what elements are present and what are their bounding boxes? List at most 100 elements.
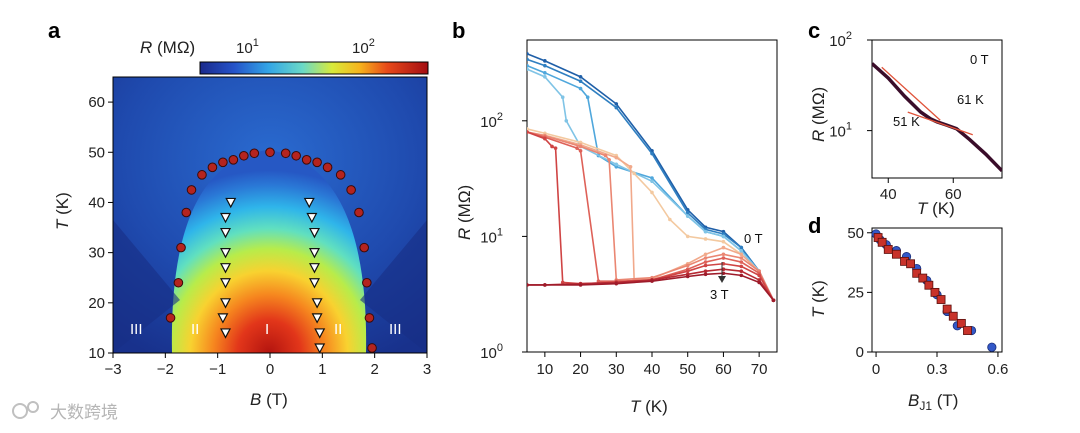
triangle-point-14	[308, 278, 320, 289]
b-series-point-1-0	[527, 57, 529, 62]
b-series-point-10-7	[721, 271, 726, 276]
b-series-point-10-9	[757, 280, 761, 285]
b-series-point-3-0	[527, 67, 529, 71]
colorbar-label: R (MΩ)	[140, 38, 195, 57]
boundary-point-4	[186, 185, 197, 195]
boundary-point-2	[176, 242, 186, 253]
b-series-point-7-8	[703, 260, 708, 264]
b-series-point-1-4	[650, 151, 654, 156]
b-xtick-label-1: 20	[572, 361, 589, 378]
b-series-point-4-8	[703, 237, 708, 241]
b-series-point-6-9	[721, 252, 726, 257]
b-series-point-1-8	[739, 245, 744, 250]
a-ytick-label-3: 40	[88, 194, 105, 211]
b-series-point-6-4	[607, 157, 611, 162]
panel-letter-d: d	[808, 213, 821, 238]
label-0T-b: 0 T	[744, 231, 763, 246]
boundary-point-13	[291, 150, 301, 161]
c-fit-line-2	[907, 111, 973, 136]
d-square-point-11	[942, 304, 952, 314]
b-series-point-2-3	[585, 95, 590, 100]
b-xtick-label-5: 60	[715, 361, 732, 378]
triangle-point-13	[308, 263, 320, 274]
b-series-point-3-6	[650, 179, 654, 184]
boundary-point-7	[218, 157, 228, 168]
d-square-point-14	[963, 326, 972, 335]
panel-letter-b: b	[452, 18, 465, 43]
d-ytick-label-2: 50	[847, 225, 864, 242]
panel-b-xlabel: T (K)	[630, 397, 668, 416]
triangle-point-11	[308, 227, 320, 239]
b-series-point-3-10	[739, 249, 744, 253]
region-label-ii-right: II	[334, 321, 342, 338]
triangle-point-7	[217, 313, 229, 324]
a-xtick-label-2: −1	[209, 361, 226, 378]
triangle-point-15	[311, 298, 323, 309]
b-series-point-6-3	[603, 153, 608, 158]
b-series-point-8-1	[543, 136, 547, 141]
panel-c-xlabel: T (K)	[917, 199, 955, 218]
panel-c-curve	[872, 62, 1002, 173]
b-series-point-2-0	[527, 63, 529, 68]
b-series-point-5-10	[739, 252, 744, 257]
b-series-point-5-4	[628, 165, 633, 169]
c-ytick-label-0: 101	[829, 121, 852, 141]
d-xtick-label-1: 0.3	[927, 361, 948, 378]
b-series-point-6-2	[578, 144, 583, 149]
triangle-point-16	[311, 313, 323, 324]
panel-a-ylabel: T (K)	[53, 192, 72, 230]
boundary-point-6	[207, 162, 218, 173]
boundary-point-20	[359, 242, 370, 253]
b-series-point-0-3	[614, 102, 619, 106]
watermark: 大数跨境	[12, 401, 118, 422]
d-square-point-6	[912, 268, 922, 278]
a-xtick-label-0: −3	[104, 361, 121, 378]
b-series-point-2-6	[650, 176, 654, 180]
b-series-point-8-11	[739, 264, 744, 269]
triangle-point-12	[308, 248, 320, 259]
b-series-point-10-10	[771, 298, 776, 303]
panel-d-ticks: 0 0.3 0.6 0 25 50	[847, 225, 1008, 378]
a-xtick-label-1: −2	[157, 361, 174, 378]
boundary-point-3	[181, 207, 192, 218]
panel-c-frame	[871, 39, 1003, 179]
panel-c-ylabel: R (MΩ)	[809, 87, 828, 142]
label-51K: 51 K	[893, 114, 920, 129]
boundary-point-16	[322, 162, 333, 173]
panel-d-points	[871, 229, 997, 352]
a-ytick-label-5: 60	[88, 94, 105, 111]
panel-a-markers	[165, 147, 377, 354]
b-series-point-0-2	[578, 75, 583, 79]
b-series-point-10-4	[650, 279, 654, 283]
d-square-point-7	[918, 273, 928, 283]
b-series-point-8-4	[560, 280, 565, 285]
d-circle-point-11	[987, 342, 997, 352]
arrow-head	[718, 276, 726, 283]
b-series-point-7-2	[575, 146, 579, 150]
b-series-point-9-7	[721, 267, 726, 272]
b-xtick-label-0: 10	[537, 361, 554, 378]
panel-a-ticks: −3 −2 −1 0 1 2 3 10 20 30 40 50 60	[88, 94, 431, 378]
b-series-point-8-9	[703, 263, 708, 268]
b-series-point-6-7	[685, 263, 690, 268]
b-series-point-3-7	[685, 214, 690, 218]
b-series-point-1-3	[614, 105, 619, 110]
boundary-point-10	[249, 148, 260, 159]
boundary-point-14	[301, 155, 312, 165]
b-series-point-10-2	[578, 283, 583, 287]
watermark-logo-icon-2	[27, 401, 39, 413]
triangle-point-9	[303, 197, 315, 209]
colorbar-tick-2: 102	[352, 37, 375, 57]
boundary-point-21	[362, 277, 372, 288]
boundary-point-5	[197, 170, 207, 180]
triangle-point-6	[220, 298, 232, 309]
d-square-point-1	[877, 237, 887, 247]
label-3T-b: 3 T	[710, 287, 729, 302]
b-series-point-6-10	[739, 256, 744, 260]
b-series-point-8-10	[721, 261, 726, 266]
a-xtick-label-4: 1	[318, 361, 326, 378]
b-series-point-8-8	[685, 269, 690, 273]
d-ytick-label-1: 25	[847, 284, 864, 301]
panel-c-line-chart: 0 T 51 K 61 K 40 60 101 102 T (K) R (MΩ)	[809, 30, 1003, 218]
colorbar	[199, 61, 429, 75]
